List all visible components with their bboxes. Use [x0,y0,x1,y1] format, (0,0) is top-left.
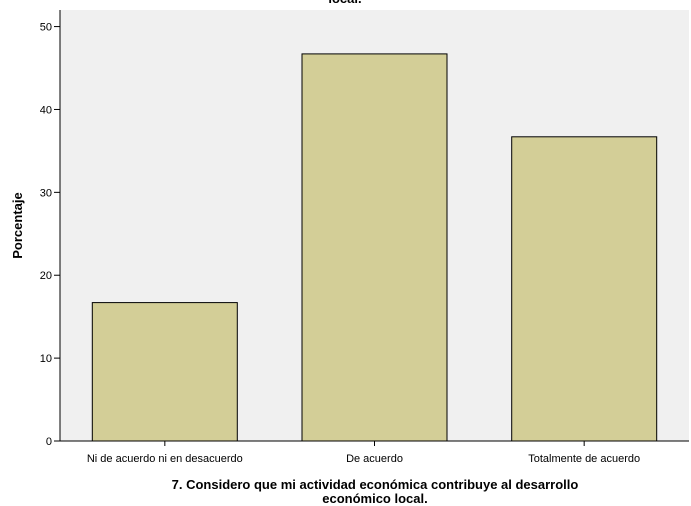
x-axis-title-line-1: 7. Considero que mi actividad económica … [172,477,579,492]
y-tick-label: 50 [40,22,52,34]
x-axis-title-line-2: económico local. [322,491,427,506]
bar-1 [91,302,238,442]
y-tick-label: 0 [46,436,52,448]
x-tick-label: Ni de acuerdo ni en desacuerdo [87,453,243,465]
chart-title: local. [328,0,361,6]
y-tick-label: 40 [40,104,52,116]
bar-2 [301,53,448,442]
x-tick-label: Totalmente de acuerdo [528,453,640,465]
y-tick-label: 10 [40,353,52,365]
bar-3 [511,136,658,442]
x-tick-label: De acuerdo [346,453,403,465]
y-tick-label: 20 [40,270,52,282]
y-axis-title: Porcentaje [10,192,25,258]
y-tick-label: 30 [40,187,52,199]
